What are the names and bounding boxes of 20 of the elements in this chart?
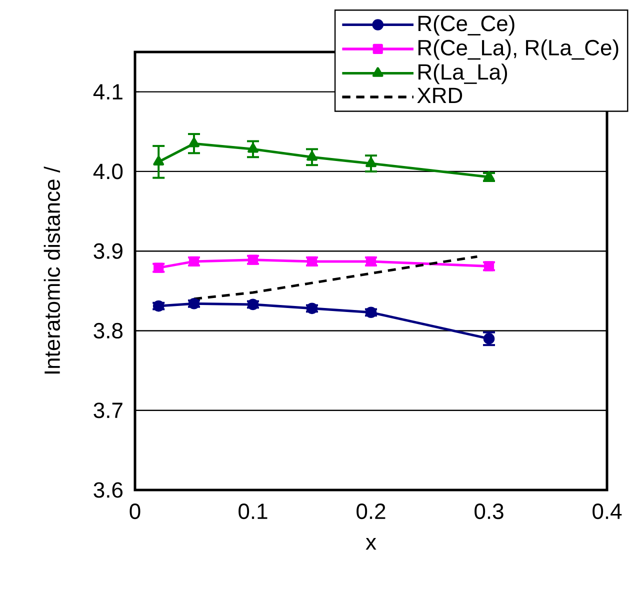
x-tick-label: 0.2	[356, 504, 386, 520]
y-tick-label: 4.0	[93, 164, 123, 180]
legend-label: R(La_La)	[418, 64, 508, 84]
point	[188, 138, 200, 148]
legend-label: R(Ce_Ce)	[418, 15, 514, 36]
y-tick-label: 3.9	[94, 243, 122, 259]
x-tick-label: 0	[130, 504, 140, 520]
legend-label: R(Ce_La), R(La_Ce)	[418, 39, 618, 60]
point	[366, 157, 376, 168]
x-tick-label: 0.1	[238, 504, 268, 520]
y-axis-title: Interatomic distance /	[44, 166, 60, 374]
y-tick-label: 3.6	[94, 482, 123, 498]
y-tick-label: 4.1	[93, 84, 122, 100]
x-tick-label: 0.3	[474, 504, 504, 520]
x-axis-title: x	[366, 538, 376, 550]
y-tick-label: 3.7	[94, 402, 122, 418]
legend-label: XRD	[417, 88, 462, 103]
x-tick-label: 0.4	[592, 504, 622, 520]
y-tick-label: 3.8	[94, 322, 123, 339]
point	[153, 156, 164, 166]
